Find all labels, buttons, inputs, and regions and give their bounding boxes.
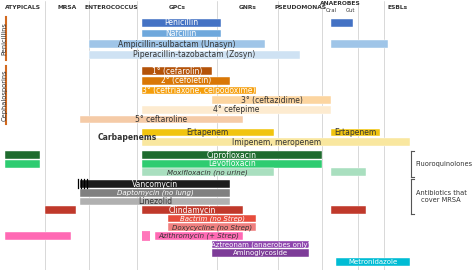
Text: 5° ceftaroline: 5° ceftaroline [136,115,188,124]
Text: Penicillin: Penicillin [164,18,199,27]
Text: Ampicillin-sulbactam (Unasyn): Ampicillin-sulbactam (Unasyn) [118,40,236,49]
Text: Vancomycin: Vancomycin [132,180,178,189]
Text: Ertapenem: Ertapenem [334,128,376,137]
Text: 2° (cefoletin): 2° (cefoletin) [161,76,211,85]
Bar [5,151,40,159]
Bar [142,129,274,136]
Text: Aminoglycoside: Aminoglycoside [233,250,288,256]
Bar [331,40,388,48]
Bar [142,206,243,214]
Text: 4° cefepime: 4° cefepime [213,105,260,114]
Text: Aztreonam (anaerobes only): Aztreonam (anaerobes only) [211,241,310,248]
Text: GNRs: GNRs [238,5,256,10]
Bar [168,223,256,231]
Text: Ciprofloxacin: Ciprofloxacin [207,151,257,160]
Text: Cephalosporins: Cephalosporins [1,69,7,121]
Bar [5,160,40,167]
Text: Carbapenems: Carbapenems [98,133,157,142]
Text: Metronidazole: Metronidazole [348,259,398,265]
Text: Oral: Oral [326,8,337,13]
Bar [80,189,230,197]
Bar [142,151,322,159]
Text: Penicillins: Penicillins [1,22,7,55]
Bar [142,138,410,146]
Bar [89,51,301,59]
Text: Clindamycin: Clindamycin [169,205,216,215]
Bar [80,180,230,188]
Text: Antibiotics that
cover MRSA: Antibiotics that cover MRSA [416,190,466,203]
Bar [45,206,75,214]
Bar [331,129,380,136]
Bar [5,232,71,240]
Text: MRSA: MRSA [57,5,76,10]
Text: ESBLs: ESBLs [387,5,407,10]
Bar [142,77,230,85]
Text: Daptomycin (no lung): Daptomycin (no lung) [117,189,193,196]
Bar [331,169,366,176]
Text: Linezolid: Linezolid [138,197,172,206]
Text: ATYPICALS: ATYPICALS [5,5,41,10]
Text: ANAEROBES: ANAEROBES [319,1,360,6]
Text: ENTEROCOCCUS: ENTEROCOCCUS [84,5,137,10]
Text: 3° (ceftriaxone, celpodoxime): 3° (ceftriaxone, celpodoxime) [142,86,255,95]
Bar [155,232,243,240]
Bar [331,19,353,27]
Text: PSEUDOMONAS: PSEUDOMONAS [274,5,327,10]
Bar [336,258,410,266]
Bar [80,198,230,205]
Bar [142,160,322,167]
Bar [142,169,274,176]
Bar [212,96,331,104]
Bar [212,249,309,257]
Bar [142,19,221,27]
Text: Imipenem, meropenem: Imipenem, meropenem [231,138,320,147]
Bar [142,106,331,114]
Bar [89,40,265,48]
Bar [80,116,243,123]
Text: 3° (ceftazidime): 3° (ceftazidime) [241,96,302,105]
Bar [142,87,256,94]
Text: Fluoroquinolones: Fluoroquinolones [416,161,473,167]
Text: Levofloxacin: Levofloxacin [208,159,256,168]
Text: Azithromycin (+ Strep): Azithromycin (+ Strep) [158,233,239,239]
Text: Doxycycline (no Strep): Doxycycline (no Strep) [172,224,252,231]
Bar [331,206,366,214]
Bar [212,241,309,248]
Bar [168,215,256,222]
Text: Gut: Gut [346,8,356,13]
Bar [142,30,221,37]
Text: Nafcillin: Nafcillin [166,29,197,38]
Text: Ertapenem: Ertapenem [187,128,229,137]
Text: Piperacillin-tazobactam (Zosyn): Piperacillin-tazobactam (Zosyn) [134,50,255,59]
Text: 1° (cefarolin): 1° (cefarolin) [152,67,202,76]
Bar [142,67,212,75]
Text: Bactrim (no Strep): Bactrim (no Strep) [180,215,245,222]
Text: Moxifloxacin (no urine): Moxifloxacin (no urine) [167,169,248,176]
Text: GPCs: GPCs [168,5,185,10]
